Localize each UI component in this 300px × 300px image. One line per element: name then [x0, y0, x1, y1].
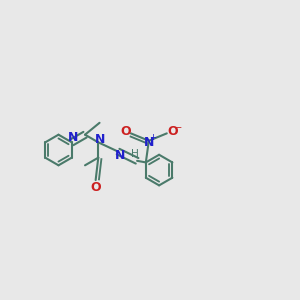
Text: N: N	[94, 133, 105, 146]
Text: H: H	[131, 149, 139, 159]
Text: N: N	[144, 136, 154, 149]
Text: O: O	[120, 125, 131, 138]
Text: O: O	[167, 125, 178, 138]
Text: N: N	[68, 131, 78, 144]
Text: O: O	[90, 181, 101, 194]
Text: +: +	[149, 133, 157, 142]
Text: N: N	[114, 149, 125, 162]
Text: −: −	[174, 123, 182, 133]
